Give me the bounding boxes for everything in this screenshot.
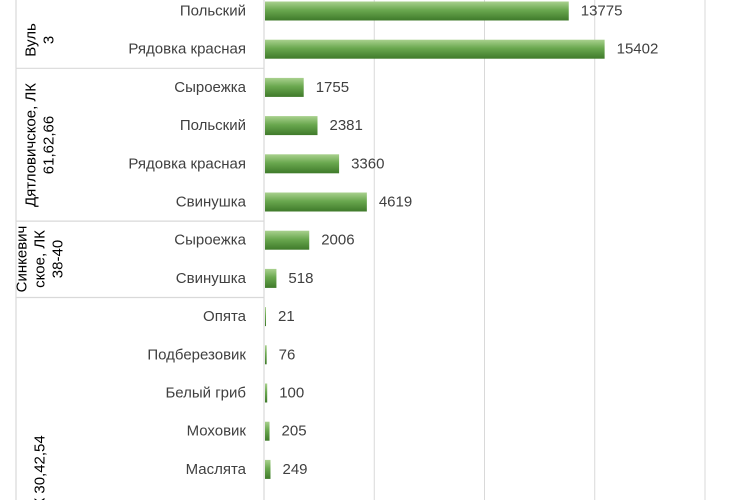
category-labels: Польский Рядовка красная Сыроежка Польский Р…	[128, 3, 246, 478]
value-label: 2381	[330, 117, 363, 134]
bar	[265, 192, 367, 212]
bar	[265, 345, 267, 365]
value-label: 4619	[379, 194, 412, 211]
value-label: 2006	[321, 232, 354, 249]
group-dividers	[15, 0, 265, 500]
bar	[265, 77, 304, 97]
bar	[265, 307, 266, 327]
value-label: 76	[279, 346, 296, 363]
category-label: Свинушка	[176, 194, 247, 211]
bar	[265, 154, 340, 174]
category-label: Рядовка красная	[128, 41, 246, 58]
category-label: Сыроежка	[174, 232, 246, 249]
group-label: , ЛК 30,42,54	[32, 435, 49, 500]
category-label: Подберезовик	[147, 346, 246, 363]
group-label: 3	[41, 36, 58, 44]
bar	[265, 383, 268, 403]
category-label: Польский	[180, 3, 246, 20]
bar	[265, 230, 310, 250]
value-label: 1755	[316, 79, 349, 96]
bar	[265, 39, 605, 59]
category-label: Белый гриб	[165, 385, 246, 402]
category-label: Сыроежка	[174, 79, 246, 96]
value-label: 21	[278, 308, 295, 325]
category-label: Маслята	[186, 461, 247, 478]
value-label: 249	[282, 461, 307, 478]
group-label: 38-40	[50, 240, 67, 278]
bar	[265, 1, 569, 21]
bar	[265, 421, 270, 441]
value-label: 100	[279, 385, 304, 402]
gridlines	[263, 0, 706, 500]
bar	[265, 268, 277, 288]
category-label: Моховик	[187, 423, 247, 440]
category-label: Польский	[180, 117, 246, 134]
value-label: 3360	[351, 155, 384, 172]
group-label: ское, ЛК	[32, 230, 49, 288]
value-label: 13775	[581, 3, 623, 20]
bars	[265, 1, 605, 479]
category-label: Свинушка	[176, 270, 247, 287]
bar	[265, 116, 318, 136]
group-label: Синкевич	[14, 226, 31, 293]
group-label: Вуль	[23, 23, 40, 57]
group-label: 61,62,66	[41, 116, 58, 174]
category-label: Рядовка красная	[128, 155, 246, 172]
category-label: Опята	[203, 308, 247, 325]
bar	[265, 459, 271, 479]
value-label: 205	[282, 423, 307, 440]
value-label: 15402	[617, 41, 659, 58]
value-label: 518	[288, 270, 313, 287]
group-labels: Вуль 3 Дятловичское, ЛК 61,62,66 Синкевич ско…	[14, 23, 67, 500]
value-labels: 13775 15402 1755 2381 3360 4619 2006 518 21 76 100…	[278, 3, 658, 478]
group-label: Дятловичское, ЛК	[23, 83, 40, 207]
